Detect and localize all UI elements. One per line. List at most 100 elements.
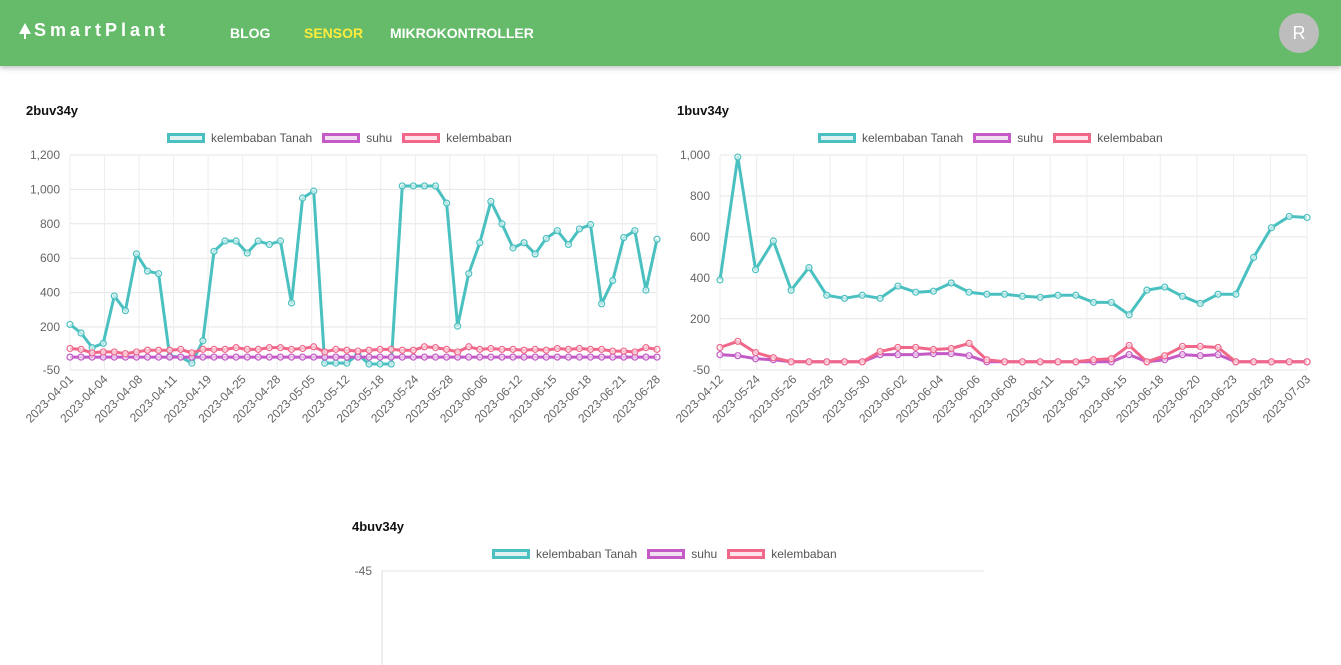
data-point-tanah[interactable] [1143, 286, 1151, 294]
data-point-kelembaban[interactable] [805, 358, 813, 366]
data-point-kelembaban[interactable] [947, 344, 955, 353]
data-point-kelembaban[interactable] [398, 346, 406, 354]
data-point-kelembaban[interactable] [99, 348, 107, 356]
data-point-tanah[interactable] [876, 294, 884, 302]
data-point-tanah[interactable] [155, 270, 163, 278]
legend-item-kelembaban-tanah[interactable]: kelembaban Tanah [167, 131, 312, 145]
data-point-suhu[interactable] [609, 353, 617, 361]
data-point-kelembaban[interactable] [734, 337, 742, 345]
data-point-tanah[interactable] [298, 194, 307, 202]
data-point-tanah[interactable] [398, 182, 406, 190]
brand-logo[interactable]: SmartPlant [19, 20, 169, 41]
data-point-tanah[interactable] [1303, 213, 1311, 222]
data-point-tanah[interactable] [121, 307, 129, 315]
data-point-tanah[interactable] [912, 288, 920, 296]
data-point-suhu[interactable] [586, 353, 595, 361]
data-point-suhu[interactable] [431, 353, 440, 361]
data-point-kelembaban[interactable] [276, 344, 285, 352]
data-point-suhu[interactable] [332, 353, 340, 361]
data-point-tanah[interactable] [1214, 290, 1222, 298]
data-point-tanah[interactable] [947, 279, 955, 287]
data-point-tanah[interactable] [1054, 291, 1062, 299]
data-point-tanah[interactable] [751, 266, 760, 274]
data-point-suhu[interactable] [531, 353, 539, 361]
data-point-tanah[interactable] [531, 250, 539, 258]
data-point-suhu[interactable] [77, 353, 85, 361]
data-point-kelembaban[interactable] [531, 345, 539, 353]
data-point-tanah[interactable] [929, 287, 938, 295]
data-point-kelembaban[interactable] [254, 345, 262, 353]
data-point-kelembaban[interactable] [620, 347, 628, 355]
data-point-kelembaban[interactable] [310, 343, 318, 351]
data-point-suhu[interactable] [1178, 351, 1187, 359]
data-point-kelembaban[interactable] [564, 345, 572, 353]
legend-item-kelembaban[interactable]: kelembaban [402, 131, 512, 145]
data-point-tanah[interactable] [509, 244, 517, 252]
data-point-suhu[interactable] [716, 351, 724, 359]
data-point-tanah[interactable] [487, 197, 495, 206]
data-point-kelembaban[interactable] [1161, 352, 1169, 360]
data-point-tanah[interactable] [894, 282, 902, 290]
data-point-suhu[interactable] [143, 353, 152, 361]
data-point-kelembaban[interactable] [983, 356, 991, 364]
data-point-suhu[interactable] [210, 353, 218, 361]
data-point-suhu[interactable] [653, 353, 661, 361]
data-point-suhu[interactable] [465, 353, 473, 361]
data-point-tanah[interactable] [965, 288, 973, 296]
data-point-kelembaban[interactable] [243, 345, 251, 353]
data-point-suhu[interactable] [620, 353, 628, 361]
data-point-suhu[interactable] [553, 353, 561, 361]
data-point-kelembaban[interactable] [177, 345, 185, 353]
data-point-tanah[interactable] [1250, 253, 1258, 261]
data-point-kelembaban[interactable] [716, 343, 724, 352]
data-point-kelembaban[interactable] [287, 345, 296, 353]
data-point-kelembaban[interactable] [121, 350, 129, 358]
data-point-suhu[interactable] [734, 352, 742, 360]
data-point-tanah[interactable] [840, 294, 849, 302]
data-point-tanah[interactable] [343, 359, 351, 367]
data-point-tanah[interactable] [1232, 290, 1240, 298]
data-point-kelembaban[interactable] [631, 348, 639, 356]
data-point-suhu[interactable] [354, 353, 362, 361]
data-point-tanah[interactable] [332, 359, 340, 367]
data-point-suhu[interactable] [476, 353, 484, 361]
data-point-kelembaban[interactable] [787, 358, 795, 366]
data-point-suhu[interactable] [751, 355, 760, 363]
data-point-suhu[interactable] [387, 353, 395, 361]
data-point-kelembaban[interactable] [298, 344, 307, 353]
data-point-kelembaban[interactable] [232, 344, 240, 352]
data-point-tanah[interactable] [431, 182, 440, 190]
data-point-tanah[interactable] [498, 220, 506, 228]
data-point-tanah[interactable] [221, 237, 229, 245]
data-point-tanah[interactable] [387, 360, 395, 368]
legend-item-suhu[interactable]: suhu [322, 131, 392, 145]
data-point-tanah[interactable] [1196, 299, 1204, 308]
data-point-kelembaban[interactable] [77, 345, 85, 353]
legend-item-kelembaban[interactable]: kelembaban [727, 547, 837, 561]
data-point-tanah[interactable] [376, 360, 384, 368]
data-point-kelembaban[interactable] [751, 348, 760, 357]
data-point-tanah[interactable] [564, 240, 572, 249]
data-point-kelembaban[interactable] [321, 348, 329, 356]
data-point-suhu[interactable] [912, 351, 920, 359]
data-point-tanah[interactable] [787, 286, 795, 294]
data-point-kelembaban[interactable] [210, 345, 218, 353]
data-point-kelembaban[interactable] [542, 346, 550, 354]
data-point-suhu[interactable] [343, 353, 351, 361]
data-point-tanah[interactable] [110, 292, 118, 300]
data-point-tanah[interactable] [420, 182, 429, 190]
data-point-tanah[interactable] [143, 267, 152, 275]
data-point-tanah[interactable] [983, 290, 991, 298]
legend-item-kelembaban-tanah[interactable]: kelembaban Tanah [492, 547, 637, 561]
data-point-kelembaban[interactable] [1285, 358, 1293, 366]
data-point-tanah[interactable] [1089, 298, 1098, 307]
legend-item-suhu[interactable]: suhu [647, 547, 717, 561]
data-point-tanah[interactable] [805, 264, 813, 272]
data-point-kelembaban[interactable] [1143, 358, 1151, 366]
data-point-suhu[interactable] [965, 352, 973, 360]
data-point-kelembaban[interactable] [823, 358, 831, 366]
data-point-kelembaban[interactable] [1107, 355, 1115, 363]
data-point-kelembaban[interactable] [265, 344, 273, 352]
data-point-tanah[interactable] [1107, 298, 1115, 307]
data-point-suhu[interactable] [520, 353, 528, 361]
